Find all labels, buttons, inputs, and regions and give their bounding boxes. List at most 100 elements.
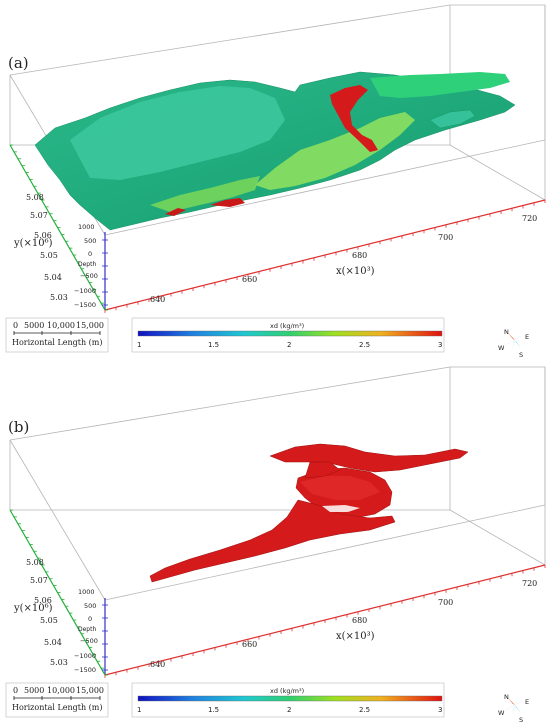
compass-w: W xyxy=(498,709,505,717)
x-tick-label: 720 xyxy=(522,214,537,223)
x-tick-label: 640 xyxy=(150,660,165,669)
colorbar-tick-label: 2 xyxy=(287,341,291,349)
scale-tick-label: 5000 xyxy=(24,321,44,330)
x-tick-label: 700 xyxy=(438,598,453,607)
compass-a: N E W S xyxy=(498,328,529,359)
y-axis-label-b: y(×10⁶) xyxy=(13,603,53,614)
colorbar-a: xd (kg/m³) 1 1.5 2 2.5 3 xyxy=(131,317,445,353)
depth-label-b: Depth xyxy=(78,626,96,633)
y-tick-label: 5.08 xyxy=(26,193,44,202)
panel-b: (b) 5.08 5.07 5.06 5.05 5.04 5.03 y(×10⁶… xyxy=(5,366,546,724)
compass-rose-icon xyxy=(507,697,515,705)
depth-tick-label: −1500 xyxy=(74,301,96,309)
body-highlight xyxy=(300,476,380,500)
depth-label-a: Depth xyxy=(78,261,96,268)
x-tick-label: 680 xyxy=(352,616,367,625)
colorbar-tick-label: 1 xyxy=(137,706,141,714)
compass-rose-icon xyxy=(507,332,515,340)
y-tick-label: 5.07 xyxy=(30,211,48,220)
scale-tick-label: 15,000 xyxy=(76,321,104,330)
colorbar-tick-label: 3 xyxy=(438,706,442,714)
panel-a: (a) 5.08 5.07 5.06 5.05 5.04 5.03 y(×10⁶… xyxy=(5,4,546,359)
scale-bar-b: 0 5000 10,000 15,000 Horizontal Length (… xyxy=(5,682,109,718)
y-tick-label: 5.05 xyxy=(40,251,58,260)
colorbar-title-a: xd (kg/m³) xyxy=(270,322,304,330)
compass-w: W xyxy=(498,344,505,352)
depth-tick-label: 1000 xyxy=(78,588,95,596)
body-upper-arm xyxy=(269,443,469,473)
x-axis-ticks-a xyxy=(104,200,546,313)
colorbar-tick-label: 1.5 xyxy=(208,341,219,349)
depth-tick-label: −1000 xyxy=(74,652,96,660)
y-tick-label: 5.05 xyxy=(40,616,58,625)
compass-b: N E W S xyxy=(498,693,529,724)
x-tick-label: 660 xyxy=(242,640,257,649)
x-tick-label: 640 xyxy=(150,295,165,304)
density-model-a xyxy=(34,71,516,231)
compass-n: N xyxy=(504,328,509,336)
scale-bar-a: 0 5000 10,000 15,000 Horizontal Length (… xyxy=(5,317,109,353)
colorbar-gradient-a xyxy=(137,330,443,337)
colorbar-tick-label: 2 xyxy=(287,706,291,714)
body-connector xyxy=(304,461,341,479)
model-red-vein xyxy=(330,85,378,152)
scale-bar-label-a: Horizontal Length (m) xyxy=(12,338,103,347)
compass-s: S xyxy=(519,716,523,724)
y-axis-ticks-a xyxy=(10,144,108,311)
body-inner-gap xyxy=(322,505,360,512)
scale-tick-label: 15,000 xyxy=(76,686,104,695)
y-tick-label: 5.03 xyxy=(50,293,68,302)
z-axis-ticks-a xyxy=(102,239,108,306)
colorbar-tick-label: 2.5 xyxy=(359,706,370,714)
model-light-band xyxy=(255,112,415,190)
model-east-fragment xyxy=(429,109,476,129)
depth-tick-label: −500 xyxy=(80,272,98,280)
depth-tick-label: 500 xyxy=(84,237,96,245)
y-tick-label: 5.08 xyxy=(26,558,44,567)
x-axis-label-a: x(×10³) xyxy=(336,266,375,277)
scale-tick-label: 10,000 xyxy=(47,321,75,330)
y-tick-label: 5.04 xyxy=(44,273,62,282)
x-axis-label-b: x(×10³) xyxy=(336,631,375,642)
y-tick-label: 5.07 xyxy=(30,576,48,585)
x-tick-label: 720 xyxy=(522,579,537,588)
panel-label-a: (a) xyxy=(8,54,29,72)
x-tick-label: 660 xyxy=(242,275,257,284)
compass-e: E xyxy=(525,333,529,341)
y-tick-label: 5.06 xyxy=(34,231,52,240)
colorbar-tick-label: 1.5 xyxy=(208,706,219,714)
depth-tick-label: 0 xyxy=(88,250,92,258)
depth-tick-label: 500 xyxy=(84,602,96,610)
body-southwest-tail xyxy=(149,499,396,583)
compass-n: N xyxy=(504,693,509,701)
depth-tick-label: −1000 xyxy=(74,287,96,295)
y-axis-label-a: y(×10⁶) xyxy=(13,238,53,249)
y-tick-label: 5.04 xyxy=(44,638,62,647)
scale-tick-label: 0 xyxy=(13,321,18,330)
depth-tick-label: −1500 xyxy=(74,666,96,674)
colorbar-tick-label: 2.5 xyxy=(359,341,370,349)
colorbar-tick-label: 1 xyxy=(137,341,141,349)
scale-tick-label: 5000 xyxy=(24,686,44,695)
panel-label-b: (b) xyxy=(8,418,29,436)
colorbar-title-b: xd (kg/m³) xyxy=(270,687,304,695)
y-axis-ticks-b xyxy=(10,509,108,676)
scale-tick-label: 10,000 xyxy=(47,686,75,695)
depth-tick-label: 0 xyxy=(88,615,92,623)
depth-tick-label: −500 xyxy=(80,637,98,645)
x-tick-label: 680 xyxy=(352,251,367,260)
scale-tick-label: 0 xyxy=(13,686,18,695)
colorbar-tick-label: 3 xyxy=(438,341,442,349)
compass-e: E xyxy=(525,698,529,706)
compass-s: S xyxy=(519,351,523,359)
model-red-vein-3 xyxy=(165,208,186,216)
x-tick-label: 700 xyxy=(438,233,453,242)
colorbar-gradient-b xyxy=(137,695,443,702)
colorbar-b: xd (kg/m³) 1 1.5 2 2.5 3 xyxy=(131,682,445,718)
z-axis-ticks-b xyxy=(102,604,108,671)
model-upper-ridge xyxy=(70,86,285,180)
y-tick-label: 5.06 xyxy=(34,596,52,605)
model-red-vein-2 xyxy=(210,198,245,207)
